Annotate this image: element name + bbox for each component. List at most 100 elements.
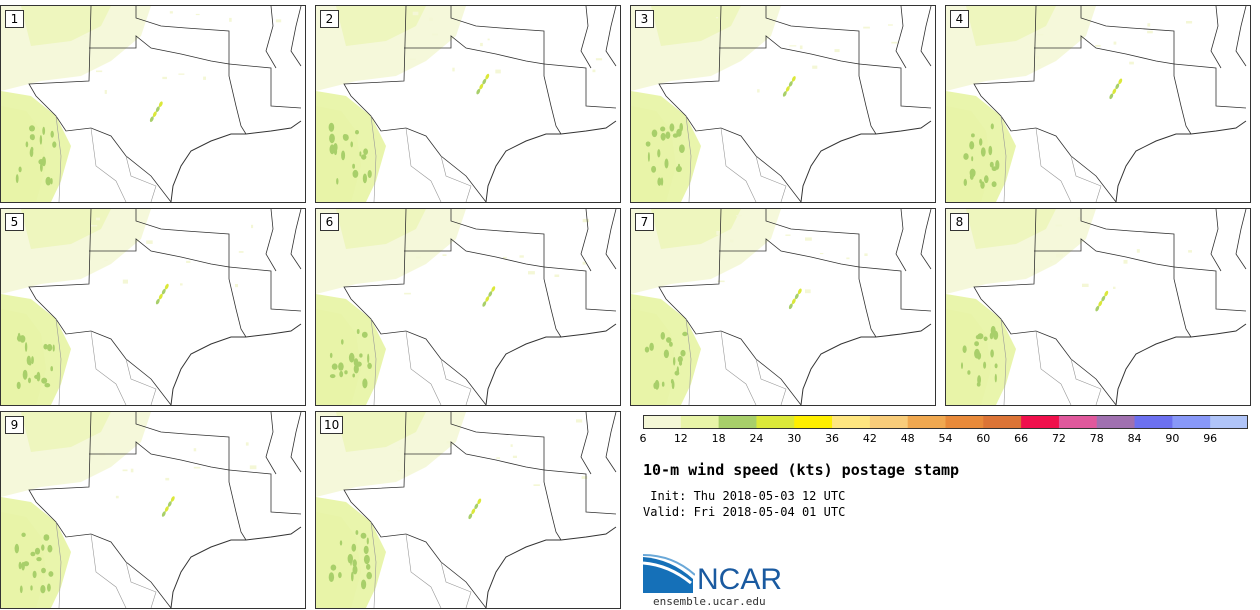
wind-speckle (651, 165, 657, 173)
wind-speckle (40, 162, 43, 172)
wind-patch (595, 58, 603, 61)
wind-shade-moderate (651, 6, 741, 46)
colorbar-bin (643, 415, 682, 429)
wind-patch (251, 224, 254, 229)
wind-speckle (969, 141, 975, 150)
wind-patch (104, 259, 108, 261)
wind-patch (554, 274, 560, 277)
wind-patch (891, 41, 898, 44)
wind-shade-moderate (21, 209, 111, 249)
wind-speckle (664, 158, 669, 169)
member-panel-3: 3 (630, 5, 936, 203)
mexico-borders (55, 115, 157, 202)
wind-streak (158, 101, 163, 108)
wind-patch (180, 283, 183, 286)
wind-patch (193, 466, 201, 469)
wind-speckle (28, 377, 31, 384)
wind-patch (789, 45, 797, 47)
wind-patch (238, 251, 244, 253)
colorbar-tick-label: 60 (976, 432, 991, 445)
wind-speckle (348, 352, 355, 363)
init-time: Init: Thu 2018-05-03 12 UTC (643, 489, 846, 503)
wind-speckle (328, 122, 335, 132)
wind-speckle (363, 545, 369, 555)
wind-patch (1129, 61, 1134, 65)
wind-shade-moderate (316, 309, 361, 405)
state-borders (343, 6, 617, 202)
wind-streak (161, 511, 166, 517)
wind-speckle (359, 151, 362, 157)
wind-speckle (47, 583, 51, 592)
wind-speckle (988, 145, 993, 156)
state-borders (973, 6, 1247, 202)
wind-patch (1055, 254, 1063, 258)
wind-speed-map (946, 209, 1247, 405)
wind-speckle (344, 370, 348, 375)
wind-speckle (666, 337, 672, 343)
wind-patch (1095, 45, 1101, 47)
wind-speckle (975, 335, 980, 340)
wind-patch (582, 218, 589, 223)
wind-speckle (25, 141, 29, 148)
wind-speckle (367, 170, 372, 178)
wind-speckle (660, 132, 666, 141)
wind-patch (404, 292, 411, 295)
wind-speckle (329, 352, 333, 359)
wind-streak (170, 496, 175, 502)
wind-speckle (680, 349, 686, 357)
colorbar-bin (680, 415, 720, 429)
wind-speckle (16, 381, 21, 390)
figure-title: 10-m wind speed (kts) postage stamp (643, 461, 960, 479)
member-label: 2 (320, 10, 339, 28)
mexico-borders (55, 521, 157, 608)
wind-speckle (41, 377, 48, 384)
wind-patch (249, 465, 257, 470)
wind-speckle (19, 585, 23, 594)
wind-speckle (43, 534, 50, 541)
wind-patch (512, 455, 517, 458)
wind-patch (405, 246, 408, 249)
wind-speckle (19, 335, 26, 343)
wind-speckle (963, 178, 967, 186)
wind-patch (730, 239, 734, 243)
wind-speckle (963, 153, 969, 160)
wind-speckle (361, 331, 368, 338)
wind-speckle (355, 530, 359, 535)
wind-speckle (14, 543, 19, 554)
wind-speckle (341, 339, 344, 345)
colorbar-bin (907, 415, 946, 429)
wind-speckle (366, 563, 371, 570)
wind-patch (398, 447, 401, 449)
member-label: 8 (950, 213, 969, 231)
colorbar-tick-label: 42 (862, 432, 877, 445)
wind-patch (1082, 283, 1089, 287)
wind-shade-moderate (21, 412, 111, 452)
wind-speckle (18, 166, 22, 173)
wind-speckle (644, 346, 650, 353)
state-borders (28, 209, 302, 405)
wind-patch (834, 49, 840, 53)
wind-speckle (352, 565, 358, 575)
wind-patch (1077, 217, 1082, 220)
wind-shade-moderate (946, 106, 991, 202)
wind-speed-map (1, 209, 302, 405)
wind-speckle (647, 152, 650, 162)
wind-speckle (338, 362, 344, 371)
colorbar-bin (1096, 415, 1136, 429)
wind-patch (412, 11, 419, 16)
wind-patch (428, 17, 433, 22)
member-label: 6 (320, 213, 339, 231)
colorbar-tick-label: 6 (639, 432, 647, 445)
wind-speckle (42, 126, 46, 135)
wind-speckle (676, 128, 682, 137)
wind-shade-moderate (631, 309, 676, 405)
wind-streak (1101, 295, 1106, 302)
wind-speckle (30, 551, 36, 557)
wind-speckle (22, 369, 28, 380)
wind-speckle (660, 332, 665, 340)
colorbar-tick-label: 66 (1014, 432, 1029, 445)
wind-patch (96, 70, 103, 73)
wind-patch (581, 476, 588, 479)
colorbar-tick-label: 18 (711, 432, 726, 445)
wind-speckle (34, 547, 41, 555)
